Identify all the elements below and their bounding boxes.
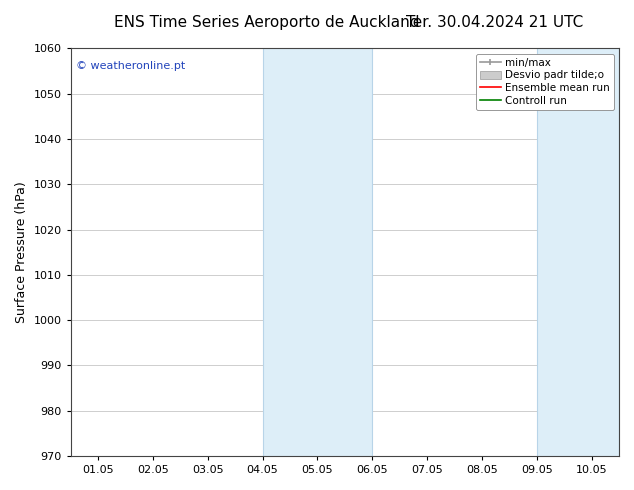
Bar bbox=[537, 49, 619, 456]
Bar bbox=[262, 49, 372, 456]
Text: ENS Time Series Aeroporto de Auckland: ENS Time Series Aeroporto de Auckland bbox=[113, 15, 419, 30]
Y-axis label: Surface Pressure (hPa): Surface Pressure (hPa) bbox=[15, 181, 28, 323]
Text: © weatheronline.pt: © weatheronline.pt bbox=[76, 61, 185, 71]
Legend: min/max, Desvio padr tilde;o, Ensemble mean run, Controll run: min/max, Desvio padr tilde;o, Ensemble m… bbox=[476, 53, 614, 110]
Text: Ter. 30.04.2024 21 UTC: Ter. 30.04.2024 21 UTC bbox=[406, 15, 583, 30]
